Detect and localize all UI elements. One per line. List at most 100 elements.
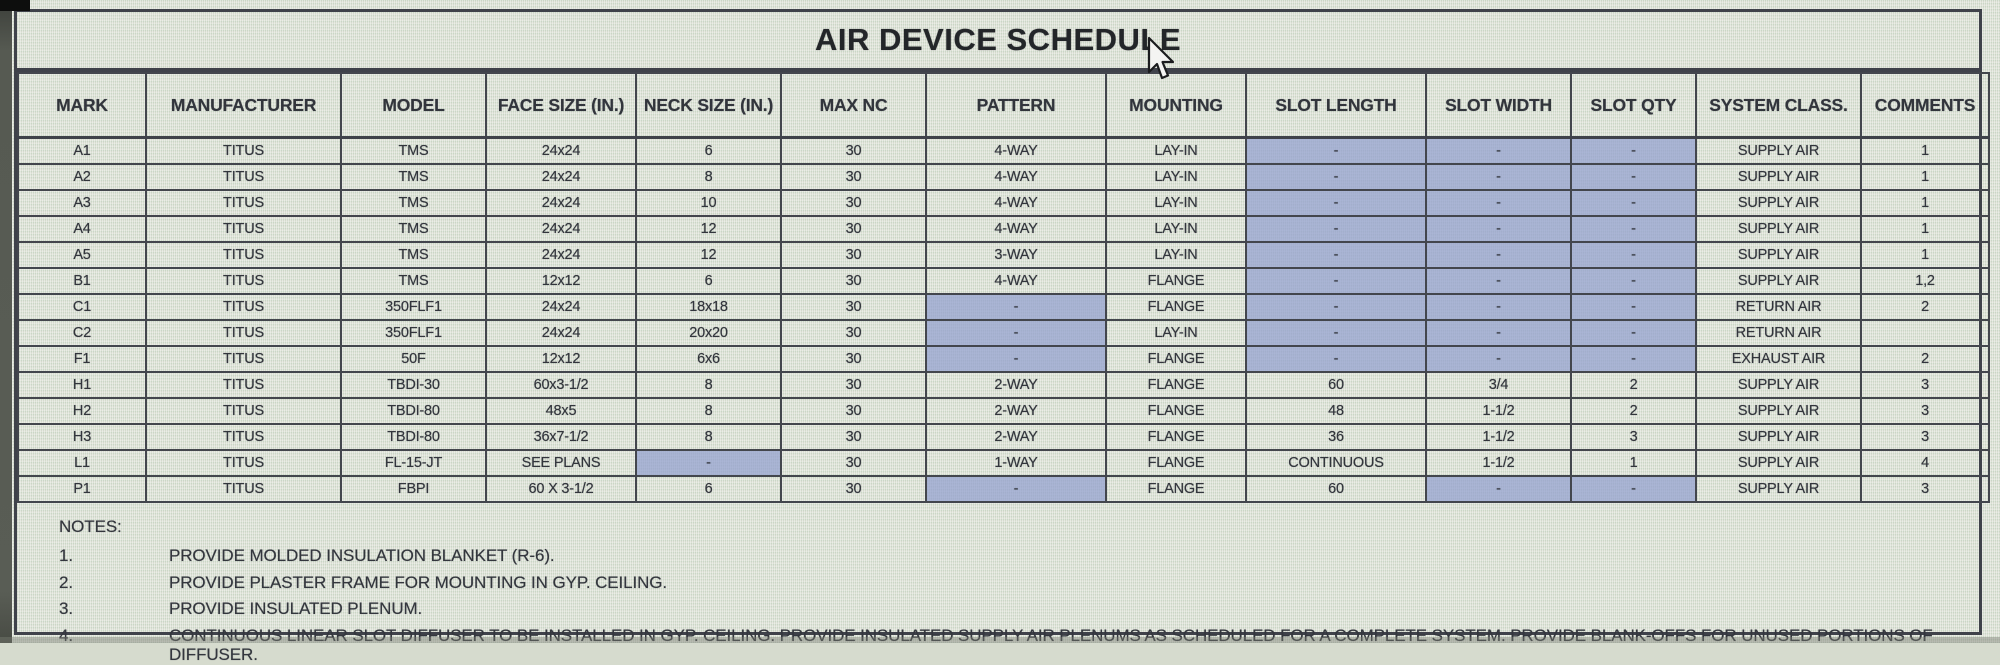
table-cell: TITUS	[145, 319, 342, 347]
table-cell: 4-WAY	[925, 189, 1107, 217]
table-cell: TITUS	[145, 136, 342, 165]
table-cell: TITUS	[145, 449, 342, 477]
table-cell: FLANGE	[1105, 449, 1247, 477]
column-header: MODEL	[340, 72, 487, 139]
table-cell: FLANGE	[1105, 475, 1247, 503]
table-cell: 12x12	[485, 345, 637, 373]
table-row: A3 TITUS TMS 24x24 10 30 4-WAY LAY-IN - - - SUPPLY …	[17, 189, 1990, 217]
table-cell: TMS	[340, 189, 487, 217]
table-cell: A1	[17, 136, 147, 165]
table-cell: 8	[635, 163, 782, 191]
table-cell: -	[1425, 267, 1572, 295]
table-cell: 20x20	[635, 319, 782, 347]
table-cell: SUPPLY AIR	[1695, 475, 1862, 503]
table-cell: -	[1425, 163, 1572, 191]
table-cell: 1-WAY	[925, 449, 1107, 477]
table-cell: 1	[1860, 215, 1990, 243]
table-cell: 18x18	[635, 293, 782, 321]
table-cell: SUPPLY AIR	[1695, 371, 1862, 399]
table-cell: F1	[17, 345, 147, 373]
table-cell: SEE PLANS	[485, 449, 637, 477]
note-item: 2. PROVIDE PLASTER FRAME FOR MOUNTING IN …	[59, 573, 1979, 593]
table-cell: -	[1570, 475, 1697, 503]
table-cell: TMS	[340, 163, 487, 191]
table-cell: -	[1245, 189, 1427, 217]
table-row: L1 TITUS FL-15-JT SEE PLANS -30 1-WAY FLANGE CO…	[17, 449, 1990, 477]
table-cell: -	[1245, 215, 1427, 243]
table-cell: -	[1245, 163, 1427, 191]
table-cell: 30	[780, 345, 927, 373]
table-cell: B1	[17, 267, 147, 295]
table-cell: -	[1570, 241, 1697, 269]
table-cell: TMS	[340, 267, 487, 295]
table-cell: A3	[17, 189, 147, 217]
table-cell: 4-WAY	[925, 163, 1107, 191]
table-cell: -	[1425, 189, 1572, 217]
table-cell: SUPPLY AIR	[1695, 163, 1862, 191]
table-cell: 1	[1860, 189, 1990, 217]
table-cell: -	[1570, 319, 1697, 347]
table-cell: -	[1570, 215, 1697, 243]
table-cell: TBDI-80	[340, 397, 487, 425]
note-text: PROVIDE MOLDED INSULATION BLANKET (R-6).	[169, 546, 555, 565]
column-header: COMMENTS	[1860, 72, 1990, 139]
table-cell: 24x24	[485, 163, 637, 191]
table-cell: FLANGE	[1105, 345, 1247, 373]
table-cell: 12	[635, 215, 782, 243]
table-cell: TMS	[340, 241, 487, 269]
table-cell: TITUS	[145, 475, 342, 503]
table-cell: TITUS	[145, 397, 342, 425]
note-item: 1. PROVIDE MOLDED INSULATION BLANKET (R-6…	[59, 546, 1979, 566]
table-cell: 60x3-1/2	[485, 371, 637, 399]
table-cell: 30	[780, 423, 927, 451]
table-cell: 24x24	[485, 319, 637, 347]
air-device-schedule: AIR DEVICE SCHEDULE MARK MANUFACTURER MODE…	[14, 9, 1990, 664]
table-cell: -	[1570, 136, 1697, 165]
table-cell: -	[1245, 136, 1427, 165]
table-cell: -	[1570, 345, 1697, 373]
table-cell: 4	[1860, 449, 1990, 477]
table-cell: -	[925, 345, 1107, 373]
table-cell: 60	[1245, 371, 1427, 399]
column-header: MOUNTING	[1105, 72, 1247, 139]
note-number: 2.	[59, 572, 73, 592]
note-text: CONTINUOUS LINEAR SLOT DIFFUSER TO BE IN…	[169, 625, 1933, 665]
table-cell: -	[1245, 267, 1427, 295]
table-cell: 2	[1570, 371, 1697, 399]
table-cell: 10	[635, 189, 782, 217]
column-header: PATTERN	[925, 72, 1107, 139]
table-cell: FLANGE	[1105, 397, 1247, 425]
table-cell: FBPI	[340, 475, 487, 503]
table-cell: H2	[17, 397, 147, 425]
table-cell: 30	[780, 371, 927, 399]
table-cell: 60	[1245, 475, 1427, 503]
table-cell: H3	[17, 423, 147, 451]
table-cell: 1	[1570, 449, 1697, 477]
table-cell: 8	[635, 371, 782, 399]
table-cell: TITUS	[145, 345, 342, 373]
table-cell: H1	[17, 371, 147, 399]
table-cell: 1-1/2	[1425, 397, 1572, 425]
table-cell: 30	[780, 136, 927, 165]
table-cell: TITUS	[145, 215, 342, 243]
table-cell: 30	[780, 267, 927, 295]
table-cell: 30	[780, 475, 927, 503]
table-cell: -	[1245, 319, 1427, 347]
column-header: NECK SIZE (IN.)	[635, 72, 782, 139]
table-header-row: MARK MANUFACTURER MODEL FACE SIZE (IN.) NECK…	[17, 72, 1990, 139]
table-cell: 48x5	[485, 397, 637, 425]
table-cell: FL-15-JT	[340, 449, 487, 477]
table-cell: 1	[1860, 163, 1990, 191]
table-cell: 30	[780, 189, 927, 217]
column-header: SLOT QTY	[1570, 72, 1697, 139]
table-cell: A4	[17, 215, 147, 243]
table-cell: TITUS	[145, 163, 342, 191]
table-cell: FLANGE	[1105, 371, 1247, 399]
table-cell: L1	[17, 449, 147, 477]
table-cell: 50F	[340, 345, 487, 373]
column-header: MANUFACTURER	[145, 72, 342, 139]
table-cell: LAY-IN	[1105, 215, 1247, 243]
table-row: H2 TITUS TBDI-80 48x5 8 30 2-WAY FLANGE 48 1-1/2 2…	[17, 397, 1990, 425]
table-row: B1 TITUS TMS 12x12 6 30 4-WAY FLANGE - - - SUPPLY A…	[17, 267, 1990, 295]
